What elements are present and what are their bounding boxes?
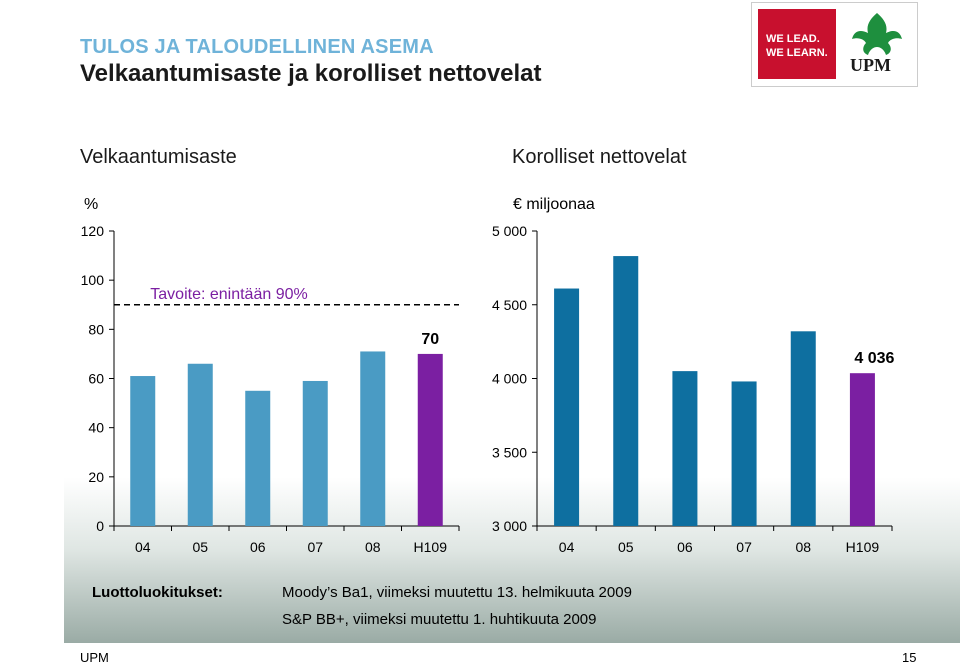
y-tick-label: 100 [81, 272, 105, 288]
bar-07 [302, 380, 328, 526]
y-axis-label: € miljoonaa [513, 196, 595, 213]
bar-07 [731, 381, 757, 526]
bar-08 [360, 351, 386, 526]
bar-H109 [849, 373, 875, 526]
x-tick-label: 08 [365, 539, 381, 555]
x-tick-label: 04 [559, 539, 575, 555]
x-tick-label: H109 [846, 539, 880, 555]
x-tick-label: 04 [135, 539, 151, 555]
y-tick-label: 20 [88, 469, 104, 485]
y-tick-label: 3 500 [492, 444, 527, 460]
data-label: 4 036 [854, 350, 894, 367]
net-debt-chart: 3 000 3 500 4 000 4 500 5 000 04 05 06 07 08 H109 4… [492, 196, 895, 555]
page-number: 15 [902, 650, 917, 665]
slogan-line-1: WE LEAD. [766, 33, 820, 45]
left-chart-title: Velkaantumisaste [80, 146, 237, 168]
bar-05 [613, 256, 639, 526]
y-tick-label: 5 000 [492, 223, 527, 239]
bar-04 [130, 376, 156, 526]
ratings-label: Luottoluokitukset: [92, 584, 223, 601]
page-title: Velkaantumisaste ja korolliset nettovela… [80, 60, 542, 87]
data-label: 70 [421, 331, 439, 348]
target-label: Tavoite: enintään 90% [150, 286, 307, 303]
gearing-chart: 0 20 40 60 80 100 120 Tavoite: enintään 90% 04 05… [81, 196, 460, 555]
bar-08 [790, 331, 816, 526]
x-tick-label: 08 [795, 539, 811, 555]
y-tick-label: 4 500 [492, 297, 527, 313]
right-chart-title: Korolliset nettovelat [512, 146, 687, 168]
rating-moodys: Moody’s Ba1, viimeksi muutettu 13. helmi… [282, 584, 632, 601]
y-tick-label: 4 000 [492, 371, 527, 387]
footer-brand: UPM [80, 650, 109, 665]
slogan-line-2: WE LEARN. [766, 47, 828, 59]
x-tick-label: 05 [618, 539, 634, 555]
x-tick-label: 07 [307, 539, 323, 555]
bar-04 [554, 288, 580, 526]
upm-logo: WE LEAD. WE LEARN. UPM [751, 2, 918, 87]
y-tick-label: 0 [96, 518, 104, 534]
brand-wordmark: UPM [850, 55, 891, 75]
y-tick-label: 3 000 [492, 518, 527, 534]
slogan-box: WE LEAD. WE LEARN. [758, 9, 836, 79]
x-tick-label: 05 [192, 539, 208, 555]
x-tick-label: H109 [414, 539, 448, 555]
x-tick-label: 06 [677, 539, 693, 555]
section-subtitle: TULOS JA TALOUDELLINEN ASEMA [80, 36, 434, 58]
y-axis-label: % [84, 196, 98, 213]
y-tick-label: 40 [88, 420, 104, 436]
bar-06 [245, 390, 271, 526]
y-tick-label: 120 [81, 223, 105, 239]
bar-H109 [417, 353, 443, 526]
x-tick-label: 06 [250, 539, 266, 555]
bar-05 [187, 363, 213, 526]
rating-sp: S&P BB+, viimeksi muutettu 1. huhtikuuta… [282, 611, 597, 628]
y-tick-label: 80 [88, 321, 104, 337]
griffin-icon [852, 13, 902, 55]
bar-06 [672, 371, 698, 526]
y-tick-label: 60 [88, 371, 104, 387]
x-tick-label: 07 [736, 539, 752, 555]
